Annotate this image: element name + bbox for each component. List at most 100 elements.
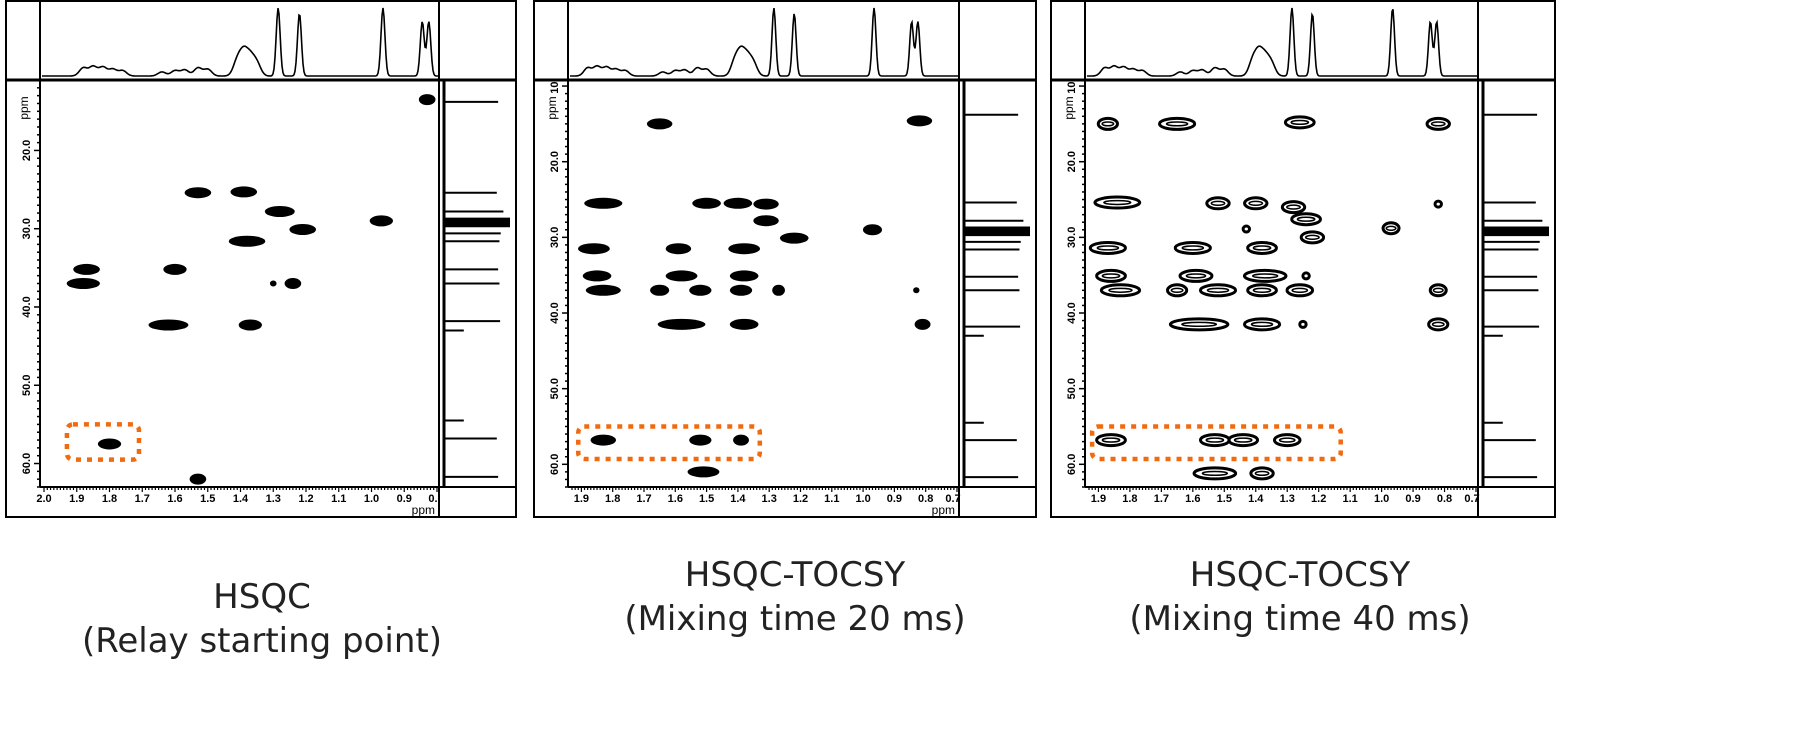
x-tick-label: 1.7: [1154, 493, 1169, 505]
panel-frame: [1050, 0, 1556, 518]
contour-inner: [1233, 437, 1253, 443]
contour-inner: [1101, 121, 1115, 127]
cross-peak: [753, 198, 779, 210]
x-tick-label: 1.8: [1122, 493, 1137, 505]
cross-peak: [650, 284, 670, 296]
x-tick-label: 1.9: [1091, 493, 1106, 505]
contour-inner: [1286, 204, 1301, 210]
y-tick-label: 10.: [1066, 78, 1078, 93]
x-tick-label: 0.9: [1405, 493, 1420, 505]
cross-peak: [1285, 283, 1315, 298]
x-tick-label: 1.2: [1311, 493, 1326, 505]
cross-peak: [1099, 283, 1142, 298]
y-tick-label: 30.0: [549, 227, 561, 248]
cross-peak: [665, 243, 692, 255]
cross-peak: [230, 186, 258, 198]
contour-inner: [1430, 121, 1446, 127]
caption-title: HSQC-TOCSY: [684, 555, 906, 595]
x-tick-label: 1.0: [855, 493, 870, 505]
contour-outer: [1166, 283, 1189, 298]
contour-outer: [1095, 433, 1127, 448]
y-tick-label: 60.0: [549, 454, 561, 475]
cross-peak: [1301, 271, 1311, 281]
x-tick-label: 1.7: [135, 493, 150, 505]
hsqc-caption: HSQC (Relay starting point): [62, 575, 462, 663]
contour-outer: [1173, 240, 1212, 255]
cross-peak: [657, 318, 706, 330]
cross-peak: [1088, 240, 1127, 255]
x-tick-label: 1.7: [636, 493, 651, 505]
contour-inner: [1210, 200, 1226, 206]
cross-peak: [73, 263, 100, 275]
highlight-box: [1089, 424, 1343, 462]
contour-outer: [1241, 224, 1252, 234]
caption-subtitle: (Mixing time 40 ms): [1129, 599, 1471, 639]
cross-peak: [148, 319, 189, 331]
y-axis-label: ppm: [545, 96, 559, 119]
cross-peak: [1095, 268, 1127, 283]
cross-peak: [1428, 283, 1448, 298]
cross-peak: [779, 232, 809, 244]
y-tick-label: 50.0: [21, 375, 33, 396]
cross-peak: [1178, 268, 1214, 283]
hsqc-tocsy-20ms-caption: HSQC-TOCSY (Mixing time 20 ms): [595, 553, 995, 641]
x-tick-label: 1.9: [69, 493, 84, 505]
cross-peak: [1242, 317, 1282, 332]
cross-peak: [914, 318, 931, 330]
y-tick-label: 30.0: [1066, 227, 1078, 248]
contour-outer: [1272, 433, 1302, 448]
contour-outer: [1425, 116, 1451, 131]
x-tick-label: 1.4: [1248, 493, 1264, 505]
y-tick-label: 20.0: [549, 151, 561, 172]
cross-peak: [862, 224, 883, 236]
cross-peak: [1249, 466, 1275, 481]
contour-inner: [1290, 119, 1310, 126]
cross-peak: [66, 278, 100, 289]
cross-peak: [689, 434, 712, 446]
y-axis-label: ppm: [1062, 96, 1076, 119]
y-tick-label: 10.: [549, 78, 561, 93]
cross-peak: [418, 94, 436, 106]
contour-inner: [1278, 437, 1296, 443]
x-tick-label: 1.2: [298, 493, 313, 505]
cross-peak: [906, 115, 933, 127]
y-tick-label: 50.0: [1066, 378, 1078, 399]
cross-peak: [1096, 116, 1119, 131]
contour-outer: [1290, 212, 1322, 227]
x-tick-label: 1.0: [364, 493, 379, 505]
contour-outer: [1095, 268, 1127, 283]
contour-outer: [1242, 268, 1288, 283]
x-tick-label: 1.6: [1185, 493, 1200, 505]
cross-peak: [284, 278, 302, 289]
cross-peak: [1198, 433, 1231, 448]
x-tick-label: 1.5: [200, 493, 215, 505]
x-tick-label: 1.6: [167, 493, 182, 505]
cross-peak: [163, 263, 187, 275]
cross-peak: [1095, 433, 1127, 448]
contour-inner: [1185, 273, 1207, 279]
contour-outer: [1299, 230, 1326, 245]
contour-inner: [1103, 199, 1132, 206]
caption-subtitle: (Mixing time 20 ms): [624, 599, 966, 639]
contour-outer: [1280, 200, 1307, 215]
cross-peak: [729, 284, 753, 296]
contour-outer: [1088, 240, 1127, 255]
cross-peak: [1241, 224, 1252, 234]
cross-peak: [1168, 317, 1230, 332]
contour-outer: [1246, 283, 1278, 298]
panel-frame: [533, 0, 1037, 518]
cross-peak: [578, 243, 610, 255]
contour-outer: [1298, 319, 1308, 329]
cross-peak: [689, 284, 712, 296]
contour-inner: [1206, 287, 1230, 293]
cross-peak: [369, 215, 393, 227]
contour-inner: [1170, 287, 1184, 293]
contour-inner: [1252, 245, 1272, 251]
y-tick-label: 60.0: [1066, 454, 1078, 475]
x-tick-label: 1.0: [1374, 493, 1389, 505]
contour-inner: [1201, 470, 1229, 477]
cross-peak: [1205, 196, 1231, 211]
contour-inner: [1296, 216, 1316, 222]
cross-peak: [733, 434, 749, 446]
proton-1d-spectrum: [570, 7, 958, 77]
